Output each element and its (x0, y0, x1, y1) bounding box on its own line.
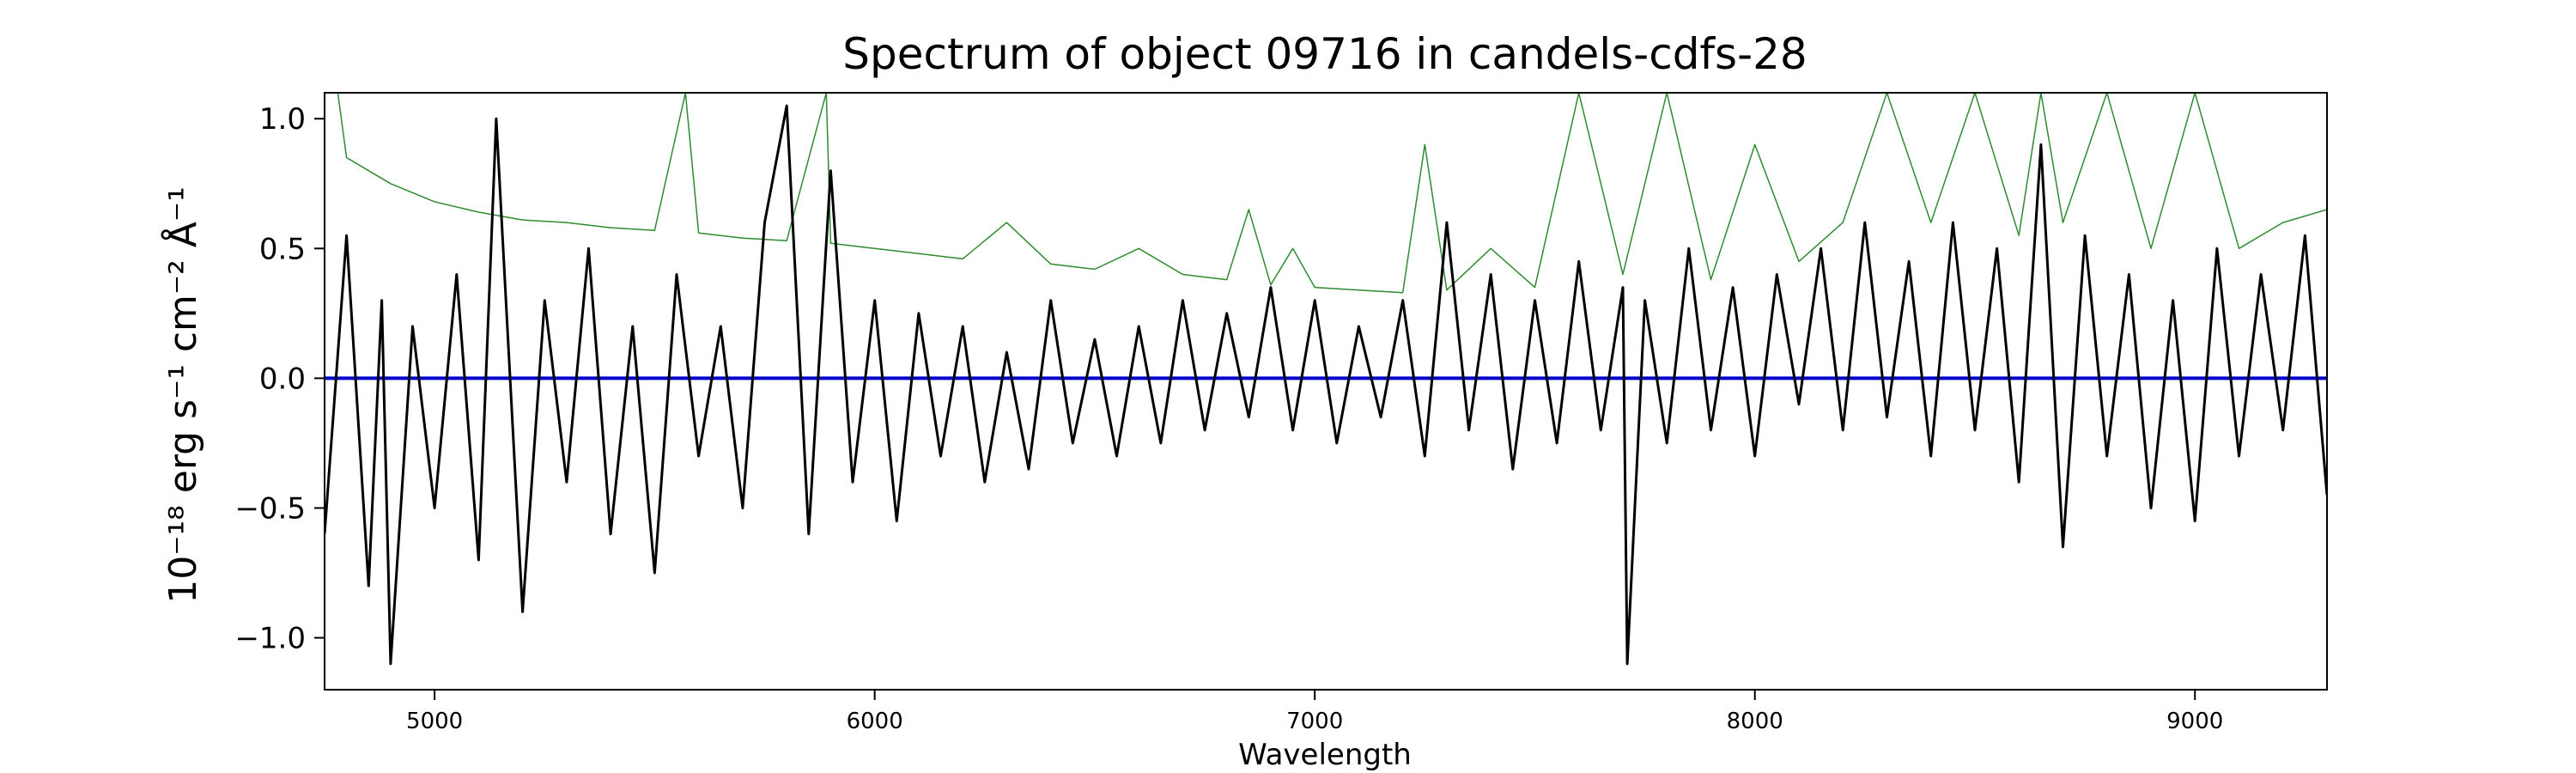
series-layer (325, 93, 2327, 666)
chart-title: Spectrum of object 09716 in candels-cdfs… (842, 29, 1807, 79)
y-tick-label: 1.0 (259, 102, 306, 137)
y-tick-label: 0.0 (259, 362, 306, 396)
x-axis-label: Wavelength (1238, 738, 1412, 772)
y-tick-label: −1.0 (234, 622, 306, 656)
plot-frame (324, 92, 2328, 691)
x-tick-label: 9000 (2166, 709, 2223, 734)
y-tick-label: −0.5 (234, 491, 306, 526)
error-series-line (325, 93, 2327, 294)
y-axis-label: 10⁻¹⁸ erg s⁻¹ cm⁻² Å⁻¹ (160, 186, 205, 603)
y-tick-label: 0.5 (259, 232, 306, 266)
ticks-layer: 5000 6000 7000 8000 9000 −1.0 −0.5 0.0 0.5 1.0 (234, 102, 2223, 734)
x-tick-label: 7000 (1286, 709, 1343, 734)
x-tick-label: 6000 (847, 709, 903, 734)
x-tick-label: 5000 (406, 709, 463, 734)
flux-series-line (325, 104, 2327, 666)
x-tick-label: 8000 (1727, 709, 1783, 734)
